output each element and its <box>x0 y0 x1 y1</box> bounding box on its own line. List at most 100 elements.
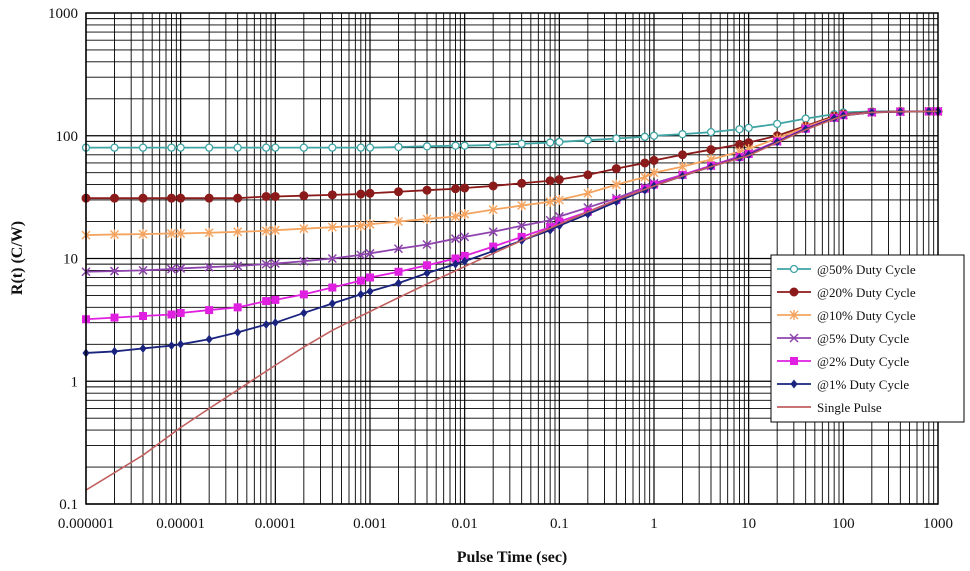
series-layer <box>81 106 943 491</box>
data-point <box>789 310 799 320</box>
data-point <box>612 134 621 143</box>
data-point <box>640 158 650 168</box>
data-point <box>139 343 147 353</box>
data-point <box>450 211 460 222</box>
legend-label: @10% Duty Cycle <box>817 308 916 323</box>
data-point <box>365 219 375 230</box>
x-tick-label: 0.01 <box>452 516 478 532</box>
data-point <box>233 226 243 237</box>
legend-item: @10% Duty Cycle <box>777 308 916 323</box>
data-point <box>677 150 687 160</box>
data-point <box>138 312 147 321</box>
data-point <box>271 318 279 328</box>
x-tick-label: 0.1 <box>550 516 569 532</box>
data-point <box>545 196 555 207</box>
data-point <box>422 142 432 151</box>
data-point <box>166 228 176 239</box>
x-tick-label: 0.001 <box>353 516 387 532</box>
data-point <box>451 141 460 150</box>
data-point <box>789 287 799 297</box>
data-point <box>261 259 271 269</box>
data-point <box>422 239 432 250</box>
data-point <box>366 273 374 282</box>
data-point <box>271 295 280 304</box>
data-point <box>261 225 271 236</box>
data-point <box>422 185 432 195</box>
data-point <box>299 290 308 299</box>
data-point <box>546 138 555 147</box>
data-point <box>640 172 650 183</box>
data-point <box>138 229 148 240</box>
data-point <box>328 143 337 152</box>
data-point <box>545 215 555 225</box>
data-point <box>109 266 120 276</box>
data-point <box>270 191 280 201</box>
data-point <box>262 319 270 329</box>
x-tick-label: 0.00001 <box>156 516 205 532</box>
data-point <box>611 179 621 190</box>
data-point <box>166 193 176 203</box>
data-point <box>271 143 280 152</box>
y-tick-label: 10 <box>63 252 78 268</box>
data-point <box>678 130 687 139</box>
y-tick-label: 100 <box>56 129 79 145</box>
legend: @50% Duty Cycle @20% Duty Cycle @10% Duty … <box>770 254 965 423</box>
data-point <box>299 191 309 201</box>
data-point <box>177 339 185 349</box>
data-point <box>356 220 366 231</box>
data-point <box>789 264 799 274</box>
legend-label: @2% Duty Cycle <box>817 354 909 369</box>
data-point <box>204 262 214 272</box>
data-point <box>545 176 555 186</box>
data-point <box>517 221 527 231</box>
y-axis-title: R(t) (C/W) <box>9 221 26 295</box>
data-point <box>138 265 148 275</box>
data-point <box>365 143 375 152</box>
data-point <box>328 283 337 292</box>
data-point <box>423 268 431 278</box>
x-tick-label: 1 <box>650 516 658 532</box>
data-point <box>801 114 810 123</box>
legend-label: @1% Duty Cycle <box>817 377 909 392</box>
legend-label: @50% Duty Cycle <box>817 262 916 277</box>
x-tick-label: 0.000001 <box>58 516 114 532</box>
data-point <box>583 188 593 199</box>
legend-label: @5% Duty Cycle <box>817 331 909 346</box>
data-point <box>205 143 214 152</box>
data-point <box>234 327 242 337</box>
legend-label: @20% Duty Cycle <box>817 285 916 300</box>
data-point <box>233 193 243 203</box>
x-tick-label: 0.0001 <box>255 516 296 532</box>
data-point <box>365 188 375 198</box>
data-point <box>393 244 404 254</box>
data-point <box>205 334 213 344</box>
data-point <box>299 256 309 266</box>
data-point <box>554 175 564 185</box>
data-point <box>517 178 527 188</box>
data-point <box>299 223 309 234</box>
data-point <box>583 170 593 180</box>
data-point <box>176 143 185 152</box>
data-point <box>365 248 375 258</box>
data-point <box>109 193 119 203</box>
data-point <box>356 276 365 285</box>
data-point <box>262 143 271 152</box>
data-point <box>356 189 366 199</box>
data-point <box>744 123 753 132</box>
data-point <box>706 127 716 137</box>
data-point <box>790 379 798 389</box>
legend-item: Single Pulse <box>777 400 882 415</box>
data-point <box>450 234 461 244</box>
data-point <box>176 228 186 239</box>
data-point <box>233 303 242 312</box>
x-tick-label: 100 <box>832 516 855 532</box>
data-point <box>262 297 271 306</box>
data-point <box>450 184 460 194</box>
tick-label-layer: 0.000001 0.00001 0.0001 0.001 0.01 0.1 1 10 100 1… <box>48 6 953 532</box>
data-point <box>357 289 365 299</box>
data-point <box>166 264 177 274</box>
data-point <box>394 278 402 288</box>
x-axis-title: Pulse Time (sec) <box>457 549 568 566</box>
